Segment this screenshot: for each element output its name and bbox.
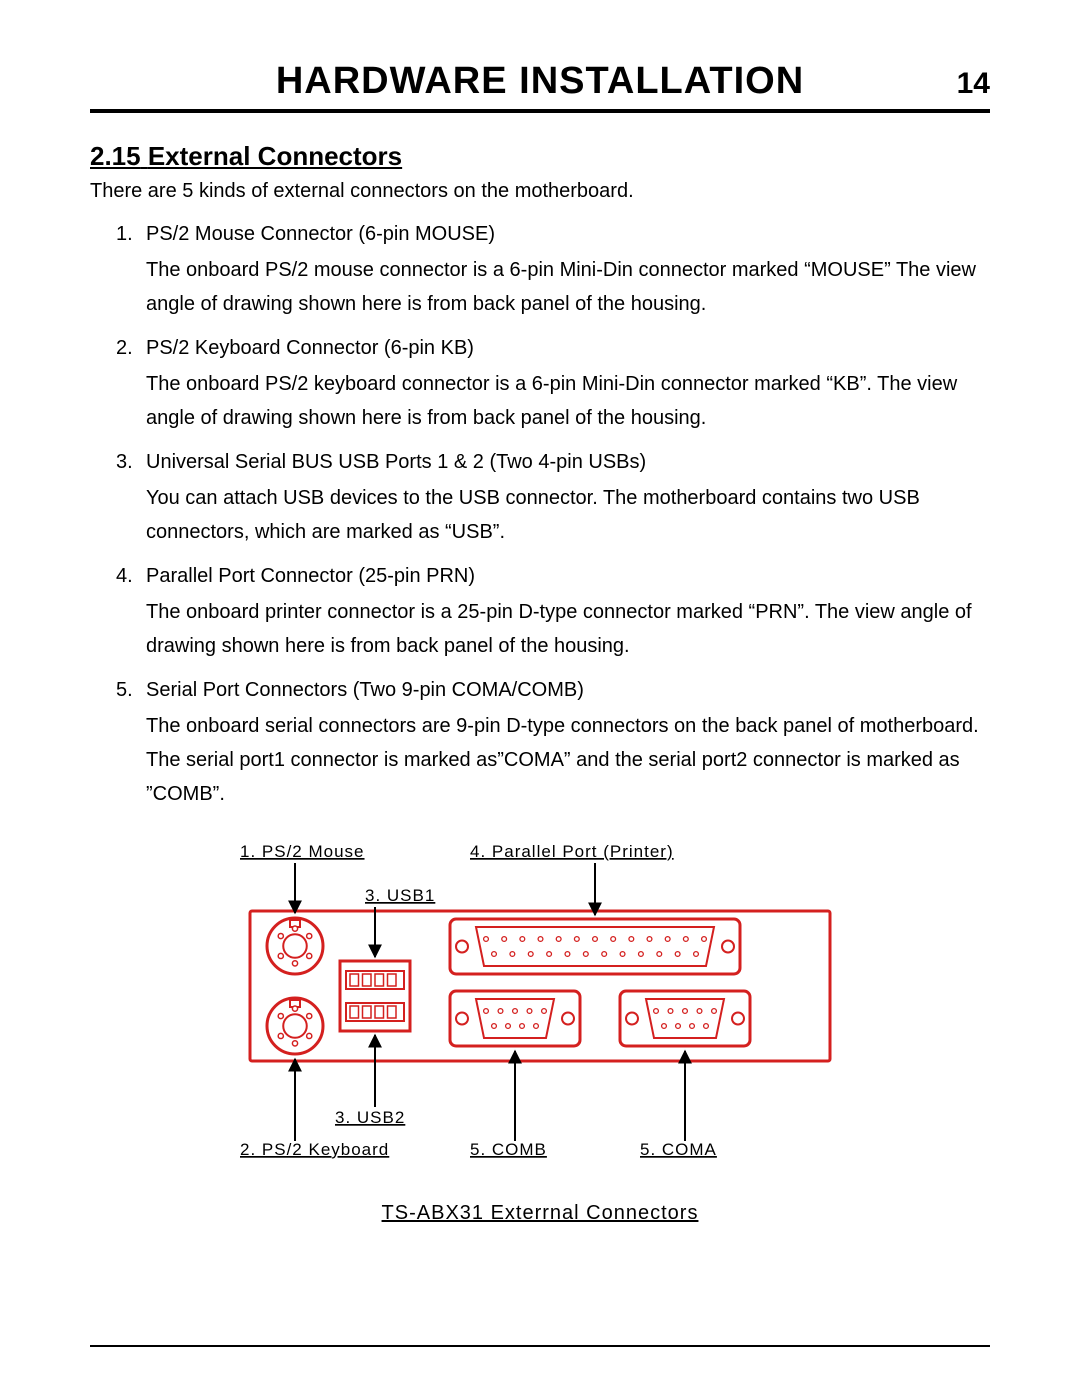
svg-text:5. COMB: 5. COMB bbox=[470, 1140, 547, 1159]
section-intro: There are 5 kinds of external connectors… bbox=[90, 180, 990, 203]
item-desc: You can attach USB devices to the USB co… bbox=[146, 481, 990, 549]
item-title: Serial Port Connectors (Two 9-pin COMA/C… bbox=[146, 679, 584, 701]
item-title: Parallel Port Connector (25-pin PRN) bbox=[146, 565, 475, 587]
svg-text:3. USB2: 3. USB2 bbox=[335, 1108, 405, 1127]
list-item: Serial Port Connectors (Two 9-pin COMA/C… bbox=[90, 673, 990, 811]
section-title: External Connectors bbox=[148, 141, 402, 171]
section-number: 2.15 bbox=[90, 141, 141, 171]
list-item: PS/2 Mouse Connector (6-pin MOUSE) The o… bbox=[90, 217, 990, 321]
page-header: HARDWARE INSTALLATION 14 bbox=[90, 60, 990, 113]
item-title: Universal Serial BUS USB Ports 1 & 2 (Tw… bbox=[146, 451, 646, 473]
svg-text:3. USB1: 3. USB1 bbox=[365, 886, 435, 905]
item-desc: The onboard PS/2 keyboard connector is a… bbox=[146, 367, 990, 435]
connector-diagram-svg: 1. PS/2 Mouse 4. Parallel Port (Printer) 3… bbox=[220, 841, 860, 1181]
footer-rule bbox=[90, 1345, 990, 1347]
connector-list: PS/2 Mouse Connector (6-pin MOUSE) The o… bbox=[90, 217, 990, 811]
svg-text:2. PS/2 Keyboard: 2. PS/2 Keyboard bbox=[240, 1140, 389, 1159]
list-item: Parallel Port Connector (25-pin PRN) The… bbox=[90, 559, 990, 663]
item-title: PS/2 Keyboard Connector (6-pin KB) bbox=[146, 337, 474, 359]
item-desc: The onboard PS/2 mouse connector is a 6-… bbox=[146, 253, 990, 321]
page-number: 14 bbox=[930, 67, 990, 101]
item-title: PS/2 Mouse Connector (6-pin MOUSE) bbox=[146, 223, 495, 245]
connector-diagram: 1. PS/2 Mouse 4. Parallel Port (Printer) 3… bbox=[220, 841, 860, 1225]
item-desc: The onboard printer connector is a 25-pi… bbox=[146, 595, 990, 663]
section-heading: 2.15 External Connectors bbox=[90, 141, 990, 172]
svg-text:1. PS/2 Mouse: 1. PS/2 Mouse bbox=[240, 842, 365, 861]
page-title: HARDWARE INSTALLATION bbox=[150, 60, 930, 103]
svg-text:4. Parallel Port (Printer): 4. Parallel Port (Printer) bbox=[470, 842, 674, 861]
list-item: Universal Serial BUS USB Ports 1 & 2 (Tw… bbox=[90, 445, 990, 549]
diagram-caption: TS-ABX31 Exterrnal Connectors bbox=[220, 1202, 860, 1225]
list-item: PS/2 Keyboard Connector (6-pin KB) The o… bbox=[90, 331, 990, 435]
item-desc: The onboard serial connectors are 9-pin … bbox=[146, 709, 990, 811]
svg-text:5. COMA: 5. COMA bbox=[640, 1140, 717, 1159]
